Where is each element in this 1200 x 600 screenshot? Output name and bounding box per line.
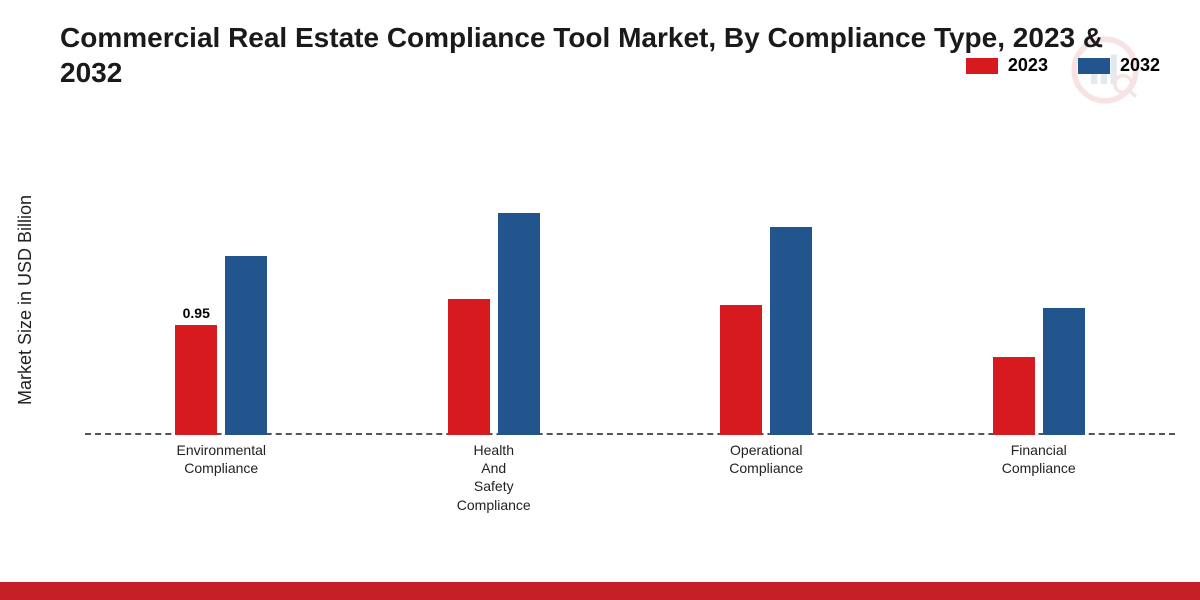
x-axis-labels: EnvironmentalCompliance HealthAndSafetyCo…	[85, 441, 1175, 541]
bar-2023	[720, 305, 762, 435]
bar-group: 0.95	[121, 256, 321, 435]
footer-bar	[0, 582, 1200, 600]
bar-2032	[770, 227, 812, 435]
legend-item-2032: 2032	[1078, 55, 1160, 76]
bar-2023	[993, 357, 1035, 435]
bar-group	[939, 308, 1139, 435]
chart-plot-area: 0.95	[85, 135, 1175, 435]
legend-swatch-2023	[966, 58, 998, 74]
bar-group	[394, 213, 594, 435]
bar-2023	[448, 299, 490, 435]
legend: 2023 2032	[966, 55, 1160, 76]
legend-swatch-2032	[1078, 58, 1110, 74]
y-axis-label: Market Size in USD Billion	[15, 195, 36, 405]
legend-label-2023: 2023	[1008, 55, 1048, 76]
x-tick-label: EnvironmentalCompliance	[121, 441, 321, 477]
bar-2032	[1043, 308, 1085, 435]
bar-group	[666, 227, 866, 435]
bar-value-label: 0.95	[183, 305, 210, 325]
x-tick-label: HealthAndSafetyCompliance	[394, 441, 594, 514]
x-tick-label: FinancialCompliance	[939, 441, 1139, 477]
bar-2032	[498, 213, 540, 435]
x-tick-label: OperationalCompliance	[666, 441, 866, 477]
bar-2032	[225, 256, 267, 435]
legend-label-2032: 2032	[1120, 55, 1160, 76]
legend-item-2023: 2023	[966, 55, 1048, 76]
bar-2023: 0.95	[175, 325, 217, 435]
